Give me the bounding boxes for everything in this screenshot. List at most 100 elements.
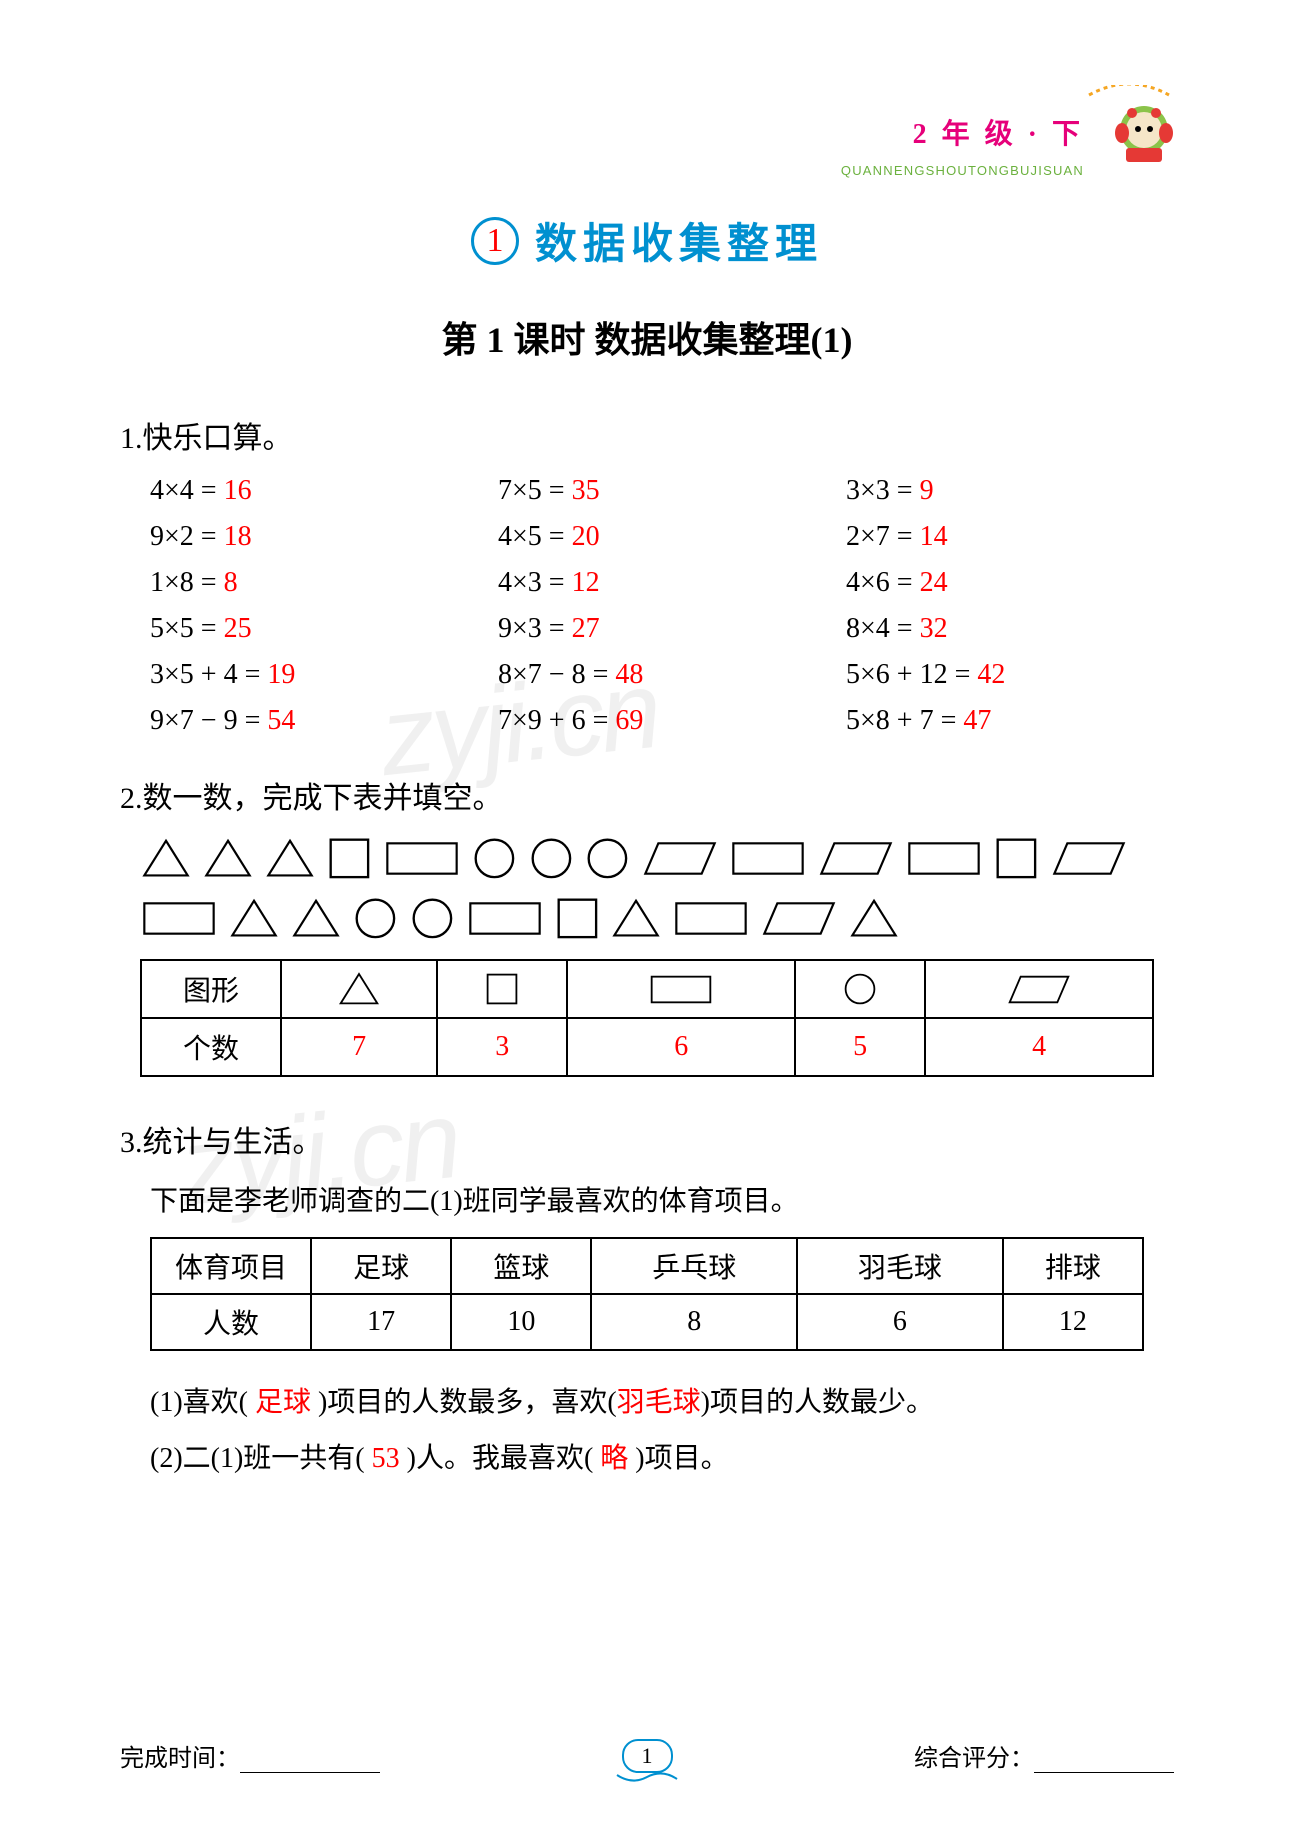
q2-post: )项目。 [628,1443,728,1474]
chapter-text: 数据收集整理 [535,222,823,268]
chapter-number-circle: 1 [471,217,519,265]
completion-time: 完成时间： [120,1738,380,1773]
lesson-title: 第 1 课时 数据收集整理(1) [120,311,1174,363]
page-number-badge: 1 [622,1739,673,1773]
calc-expr: 3×5 + 4 = [150,659,267,690]
q2-ans2: 略 [600,1443,628,1474]
calc-answer: 35 [572,475,600,506]
calc-answer: 9 [920,475,934,506]
tri-shape-icon [610,896,662,945]
q2-pre: (2)二(1)班一共有( [150,1443,372,1474]
calc-expr: 4×6 = [846,567,920,598]
survey-row2-label: 人数 [151,1294,311,1350]
rect-shape-icon [672,899,750,943]
count-para: 4 [925,1018,1153,1076]
worksheet-page: zyji.cn zyji.cn 2 年 级 · 下 QUANNENGSHOUTO… [0,0,1294,1833]
q1-pre: (1)喜欢( [150,1387,255,1418]
q1-post: )项目的人数最少。 [701,1387,934,1418]
calc-answer: 27 [572,613,600,644]
survey-val: 12 [1003,1294,1143,1350]
question-2: (2)二(1)班一共有( 53 )人。我最喜欢( 略 )项目。 [150,1431,1174,1487]
calc-item: 4×5 = 20 [498,521,826,553]
rect-shape-icon [383,839,461,883]
question-1: (1)喜欢( 足球 )项目的人数最多，喜欢(羽毛球)项目的人数最少。 [150,1375,1174,1431]
calc-expr: 8×7 − 8 = [498,659,615,690]
sq-shape-icon [554,895,601,947]
calc-expr: 1×8 = [150,567,224,598]
calc-answer: 16 [224,475,252,506]
survey-val: 17 [311,1294,451,1350]
para-shape-icon [817,839,895,883]
q1-ans1: 足球 [255,1387,311,1418]
calc-answer: 69 [615,705,643,736]
calc-item: 8×7 − 8 = 48 [498,659,826,691]
calc-item: 3×3 = 9 [846,475,1174,507]
survey-col: 篮球 [451,1238,591,1294]
count-circ: 5 [795,1018,925,1076]
para-shape-icon [760,899,838,943]
tri-shape-icon [228,896,280,945]
tri-shape-icon [264,836,316,885]
calc-answer: 20 [572,521,600,552]
survey-table: 体育项目 足球 篮球 乒乓球 羽毛球 排球 人数 17 10 8 6 12 [150,1237,1144,1351]
tri-shape-icon [848,896,900,945]
calc-answer: 54 [267,705,295,736]
calc-answer: 18 [224,521,252,552]
score: 综合评分： [914,1738,1174,1773]
calc-expr: 9×3 = [498,613,572,644]
table-row: 图形 [141,960,1153,1018]
para-shape-icon [1050,839,1128,883]
chapter-title: 1 数据收集整理 [120,210,1174,271]
calc-item: 7×9 + 6 = 69 [498,705,826,737]
calc-item: 4×6 = 24 [846,567,1174,599]
time-blank[interactable] [240,1772,380,1773]
circ-shape-icon [528,835,575,887]
section3-title: 3.统计与生活。 [120,1117,1174,1161]
q1-mid: )项目的人数最多，喜欢( [311,1387,617,1418]
calc-item: 5×6 + 12 = 42 [846,659,1174,691]
calc-item: 8×4 = 32 [846,613,1174,645]
calc-answer: 32 [920,613,948,644]
circ-shape-icon [409,895,456,947]
sq-shape-icon [326,835,373,887]
calc-answer: 25 [224,613,252,644]
pinyin-subtitle: QUANNENGSHOUTONGBUJISUAN [841,163,1084,178]
calc-expr: 2×7 = [846,521,920,552]
section3-intro: 下面是李老师调查的二(1)班同学最喜欢的体育项目。 [150,1179,1174,1219]
shape-col-tri [281,960,437,1018]
calc-item: 9×2 = 18 [150,521,478,553]
shape-col-circ [795,960,925,1018]
rect-shape-icon [729,839,807,883]
rect-shape-icon [905,839,983,883]
table-row-label: 个数 [141,1018,281,1076]
q2-ans1: 53 [372,1443,400,1474]
calc-item: 5×5 = 25 [150,613,478,645]
count-sq: 3 [437,1018,567,1076]
calc-answer: 24 [920,567,948,598]
calc-item: 9×3 = 27 [498,613,826,645]
circ-shape-icon [352,895,399,947]
calc-expr: 7×9 + 6 = [498,705,615,736]
shape-count-table: 图形 个数 7 3 6 5 4 [140,959,1154,1077]
time-label: 完成时间： [120,1746,240,1772]
survey-val: 6 [797,1294,1003,1350]
score-blank[interactable] [1034,1772,1174,1773]
calc-item: 4×4 = 16 [150,475,478,507]
calc-expr: 4×5 = [498,521,572,552]
table-row: 个数 7 3 6 5 4 [141,1018,1153,1076]
calc-item: 9×7 − 9 = 54 [150,705,478,737]
table-row: 体育项目 足球 篮球 乒乓球 羽毛球 排球 [151,1238,1143,1294]
calc-item: 2×7 = 14 [846,521,1174,553]
q2-mid: )人。我最喜欢( [400,1443,601,1474]
calc-expr: 5×5 = [150,613,224,644]
sq-shape-icon [993,835,1040,887]
mascot-icon [1084,85,1174,170]
survey-col: 足球 [311,1238,451,1294]
survey-col: 羽毛球 [797,1238,1003,1294]
calc-answer: 12 [572,567,600,598]
rect-shape-icon [466,899,544,943]
table-header-label: 图形 [141,960,281,1018]
survey-row1-label: 体育项目 [151,1238,311,1294]
tri-shape-icon [140,836,192,885]
calc-item: 4×3 = 12 [498,567,826,599]
